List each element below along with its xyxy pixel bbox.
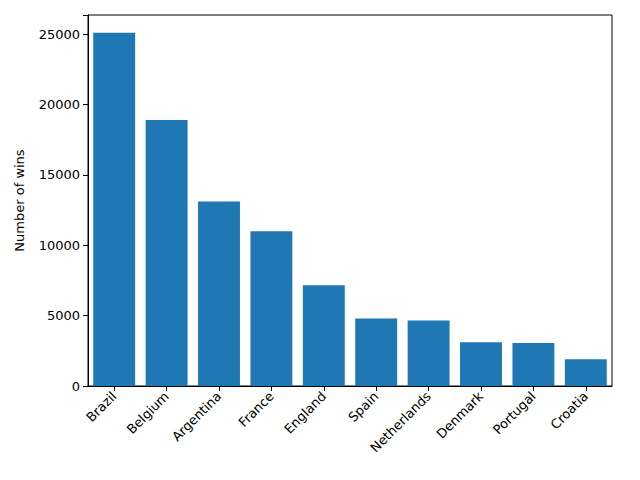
svg-text:25000: 25000: [39, 27, 80, 42]
svg-text:10000: 10000: [39, 238, 80, 253]
svg-text:Argentina: Argentina: [169, 389, 224, 444]
svg-text:Brazil: Brazil: [83, 389, 119, 425]
svg-text:Portugal: Portugal: [490, 389, 539, 438]
svg-text:Croatia: Croatia: [547, 389, 591, 433]
svg-text:20000: 20000: [39, 97, 80, 112]
svg-text:Number of wins: Number of wins: [12, 149, 27, 252]
svg-text:Netherlands: Netherlands: [367, 389, 434, 456]
svg-text:France: France: [236, 389, 277, 430]
svg-text:Belgium: Belgium: [124, 389, 172, 437]
svg-text:15000: 15000: [39, 167, 80, 182]
svg-text:Denmark: Denmark: [433, 388, 486, 441]
svg-text:Spain: Spain: [345, 389, 381, 425]
svg-text:0: 0: [72, 379, 80, 394]
svg-text:England: England: [281, 389, 329, 437]
svg-text:5000: 5000: [47, 308, 80, 323]
